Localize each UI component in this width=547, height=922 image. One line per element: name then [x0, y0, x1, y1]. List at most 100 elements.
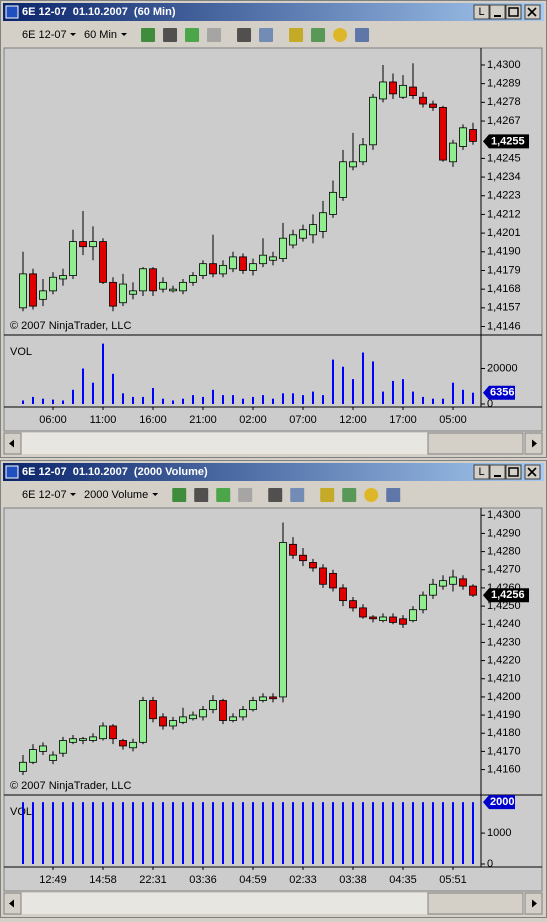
volume-bar [472, 802, 474, 864]
volume-bar [192, 395, 194, 404]
candle-body [149, 700, 157, 720]
y-tick-label: 1,4210 [487, 673, 521, 685]
candle-body [459, 127, 467, 147]
toolbar-icon[interactable] [194, 488, 209, 502]
right-arrow [532, 439, 537, 448]
volume-bar [472, 392, 474, 404]
volume-bar [102, 343, 104, 404]
volume-bar [202, 396, 204, 404]
toolbar-icon[interactable] [216, 488, 231, 502]
toolbar-icon[interactable] [290, 488, 305, 502]
scroll-thumb[interactable] [427, 432, 524, 455]
toolbar-icon[interactable] [237, 28, 252, 42]
y-tick-label: 0 [487, 398, 493, 410]
candle-body [119, 283, 127, 304]
toolbar-icon[interactable] [141, 28, 156, 42]
candle-body [449, 142, 457, 163]
title-button[interactable] [489, 464, 506, 480]
toolbar-icon[interactable] [355, 28, 370, 42]
volume-bar [282, 393, 284, 404]
volume-bar [42, 802, 44, 864]
candle-body [189, 714, 197, 720]
y-tick-label: 1,4160 [487, 763, 521, 775]
volume-bar [372, 802, 374, 864]
toolbar-icon[interactable] [238, 488, 253, 502]
toolbar-icon[interactable] [163, 28, 178, 42]
volume-bar [392, 802, 394, 864]
x-tick-label: 05:00 [439, 414, 467, 426]
volume-bar [292, 393, 294, 404]
candle-body [69, 241, 77, 276]
instrument-selector[interactable]: 6E 12-07 [22, 29, 67, 41]
y-tick-label: 1,4250 [487, 600, 521, 612]
title-button[interactable] [473, 4, 490, 20]
toolbar-icon[interactable] [333, 28, 348, 42]
candle-body [329, 572, 337, 589]
candle-body [409, 609, 417, 622]
title-bar [3, 3, 544, 21]
toolbar-icon[interactable] [268, 488, 283, 502]
candle-body [259, 696, 267, 701]
volume-bar [432, 802, 434, 864]
last-volume-label: 6356 [490, 387, 514, 399]
last-price-marker [483, 134, 529, 149]
scroll-thumb[interactable] [427, 892, 524, 915]
candle-body [169, 288, 177, 292]
volume-bar [262, 802, 264, 864]
volume-bar [92, 802, 94, 864]
maximize-glyph [508, 467, 519, 477]
toolbar-icon[interactable] [386, 488, 401, 502]
volume-bar [262, 395, 264, 404]
volume-bar [202, 802, 204, 864]
maximize-glyph [508, 7, 519, 17]
toolbar-icon[interactable] [320, 488, 335, 502]
toolbar-icon[interactable] [311, 28, 326, 42]
scrollbar-track[interactable] [4, 433, 542, 454]
candle-body [329, 191, 337, 215]
toolbar-icon[interactable] [207, 28, 222, 42]
x-tick-label: 05:51 [439, 874, 467, 886]
candle-body [469, 585, 477, 596]
candle-body [29, 273, 37, 307]
candle-body [339, 161, 347, 198]
title-button[interactable] [489, 4, 506, 20]
candle-body [319, 567, 327, 585]
toolbar-icon[interactable] [342, 488, 357, 502]
candle-body [439, 107, 447, 161]
chart-area [3, 47, 543, 432]
volume-bar [252, 396, 254, 404]
title-button[interactable] [473, 464, 490, 480]
candle-body [359, 607, 367, 618]
last-volume-label: 2000 [490, 796, 514, 808]
candle-body [359, 144, 367, 163]
close-glyph [527, 467, 537, 477]
candle-body [139, 268, 147, 292]
volume-bar [242, 398, 244, 404]
toolbar-icon[interactable] [289, 28, 304, 42]
candle-body [409, 86, 417, 96]
instrument-selector[interactable]: 6E 12-07 [22, 489, 67, 501]
candle-body [229, 256, 237, 270]
period-selector[interactable]: 2000 Volume [84, 489, 148, 501]
volume-bar [322, 395, 324, 404]
toolbar-icon[interactable] [185, 28, 200, 42]
candle-body [249, 263, 257, 271]
period-selector[interactable]: 60 Min [84, 29, 117, 41]
candle-body [89, 241, 97, 248]
volume-bar [272, 802, 274, 864]
y-tick-label: 1,4300 [487, 59, 521, 71]
candle-body [449, 576, 457, 585]
volume-bar [132, 396, 134, 404]
last-volume-marker [483, 385, 515, 400]
scrollbar-track[interactable] [4, 893, 542, 914]
x-tick-label: 21:00 [189, 414, 217, 426]
candle-body [319, 212, 327, 232]
y-tick-label: 1,4289 [487, 78, 521, 90]
toolbar-icon[interactable] [172, 488, 187, 502]
toolbar-icon[interactable] [259, 28, 274, 42]
candle-body [289, 234, 297, 246]
candle-body [249, 700, 257, 711]
volume-bar [32, 802, 34, 864]
toolbar-icon[interactable] [364, 488, 379, 502]
candle-body [209, 700, 217, 711]
